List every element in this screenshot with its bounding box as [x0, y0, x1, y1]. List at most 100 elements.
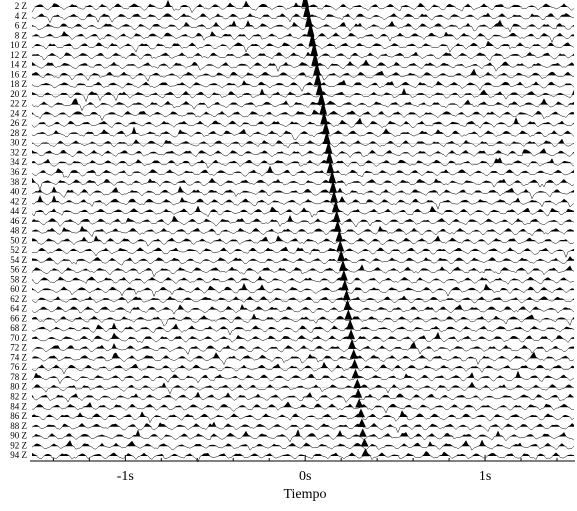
trace — [31, 391, 575, 403]
x-tick-label: 0s — [299, 469, 311, 484]
x-tick-label: -1s — [117, 469, 134, 484]
trace — [31, 116, 575, 129]
trace-fill — [32, 362, 574, 369]
trace — [31, 19, 575, 33]
trace-fill — [32, 429, 574, 437]
trace-fill — [32, 31, 574, 37]
trace — [31, 361, 575, 375]
trace — [31, 138, 575, 149]
trace — [32, 235, 575, 247]
trace-label: 52 Z — [10, 245, 27, 255]
arrival-pulse — [342, 289, 351, 301]
arrival-pulse — [355, 398, 364, 408]
trace-fill — [32, 20, 574, 27]
trace-label: 36 Z — [10, 167, 27, 177]
trace-fill — [32, 332, 574, 339]
trace-fill — [32, 148, 574, 154]
trace-label: 32 Z — [10, 147, 27, 157]
trace — [31, 185, 575, 200]
trace-fill — [32, 117, 574, 125]
trace-label: 4 Z — [15, 11, 27, 21]
trace-label: 40 Z — [10, 187, 27, 197]
trace-fill — [32, 157, 574, 164]
trace-label: 20 Z — [10, 89, 27, 99]
trace-fill — [32, 215, 574, 222]
arrival-pulse — [326, 160, 335, 174]
trace-label: 62 Z — [10, 294, 27, 304]
trace — [32, 246, 575, 259]
trace-fill — [32, 139, 574, 144]
trace-fill — [32, 382, 574, 388]
trace-label: 50 Z — [10, 235, 27, 245]
trace-fill — [32, 371, 574, 378]
x-tick-label: 1s — [479, 469, 491, 484]
trace-label: 2 Z — [15, 1, 27, 11]
x-axis-label: Tiempo — [283, 487, 326, 502]
trace-fill — [32, 178, 574, 183]
trace-fill — [32, 13, 574, 17]
trace — [31, 275, 575, 285]
trace — [31, 322, 575, 336]
trace-label: 26 Z — [10, 118, 27, 128]
trace-fill — [32, 313, 574, 320]
trace-fill — [32, 323, 574, 330]
trace-label: 16 Z — [10, 69, 27, 79]
trace-fill — [32, 295, 574, 300]
trace — [31, 214, 575, 228]
trace-fill — [32, 342, 574, 349]
trace — [31, 51, 575, 62]
arrival-pulse — [324, 140, 333, 154]
trace-label: 28 Z — [10, 128, 27, 138]
arrival-pulse — [344, 309, 353, 320]
trace — [31, 12, 575, 24]
arrival-pulse — [350, 358, 359, 369]
trace — [31, 98, 575, 112]
arrival-pulse — [357, 418, 366, 428]
trace — [31, 225, 575, 238]
trace-label: 76 Z — [10, 362, 27, 372]
arrival-pulse — [361, 448, 370, 457]
trace-label: 82 Z — [10, 391, 27, 401]
trace-label: 34 Z — [10, 157, 27, 167]
trace-fill — [32, 98, 574, 105]
trace-fill — [32, 80, 574, 86]
trace — [31, 341, 575, 355]
trace-fill — [32, 52, 574, 56]
arrival-pulse — [354, 388, 363, 398]
trace — [31, 303, 575, 315]
trace-label: 74 Z — [10, 352, 27, 362]
arrival-pulse — [348, 339, 356, 349]
trace — [31, 410, 575, 424]
arrival-pulse — [356, 408, 365, 418]
arrival-pulse — [329, 180, 337, 193]
trace — [31, 109, 575, 122]
arrival-pulse — [347, 329, 356, 340]
arrival-pulse — [340, 279, 349, 291]
arrival-pulse — [339, 259, 347, 271]
trace-fill — [32, 206, 574, 212]
trace-label: 44 Z — [10, 206, 27, 216]
arrival-pulse — [351, 368, 360, 379]
trace — [31, 0, 575, 14]
trace-fill — [32, 69, 574, 76]
trace-fill — [32, 283, 574, 291]
trace-fill — [32, 304, 574, 310]
trace — [31, 295, 575, 304]
trace-fill — [32, 59, 574, 66]
trace-label: 88 Z — [10, 421, 27, 431]
trace-label: 80 Z — [10, 382, 27, 392]
trace-label: 22 Z — [10, 99, 27, 109]
trace-label: 64 Z — [10, 304, 27, 314]
trace-label: 56 Z — [10, 265, 27, 275]
trace-label: 54 Z — [10, 255, 27, 265]
trace — [31, 148, 575, 158]
trace-label: 24 Z — [10, 108, 27, 118]
trace-label: 14 Z — [10, 60, 27, 70]
trace-label: 48 Z — [10, 226, 27, 236]
trace-label: 78 Z — [10, 372, 27, 382]
trace — [31, 331, 575, 344]
trace-label: 84 Z — [10, 401, 27, 411]
trace-label: 12 Z — [10, 50, 27, 60]
trace — [31, 194, 575, 210]
